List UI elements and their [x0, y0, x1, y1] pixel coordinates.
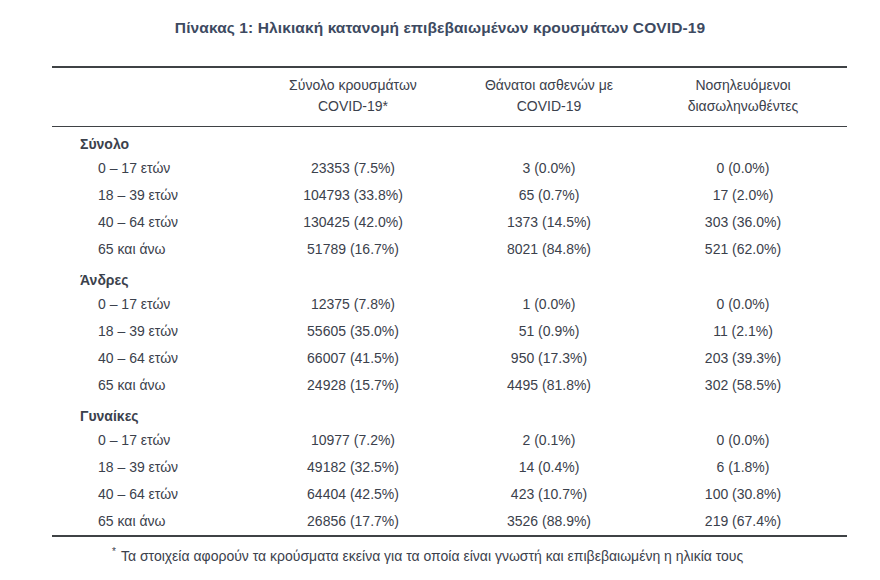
table-row: 65 και άνω 24928 (15.7%) 4495 (81.8%) 30… [52, 372, 847, 399]
covid-age-distribution-table: Σύνολο κρουσμάτων COVID-19* Θάνατοι ασθε… [52, 66, 847, 537]
table-row: 18 – 39 ετών 49182 (32.5%) 14 (0.4%) 6 (… [52, 454, 847, 481]
age-label: 65 και άνω [52, 236, 247, 263]
section-row: Σύνολο [52, 127, 847, 156]
age-label: 40 – 64 ετών [52, 209, 247, 236]
table-row: 0 – 17 ετών 23353 (7.5%) 3 (0.0%) 0 (0.0… [52, 155, 847, 182]
cases-value: 10977 (7.2%) [247, 427, 459, 454]
intubated-value: 0 (0.0%) [639, 155, 847, 182]
column-header-intubated: Νοσηλευόμενοι διασωληνωθέντες [639, 67, 847, 127]
intubated-value: 521 (62.0%) [639, 236, 847, 263]
cases-value: 64404 (42.5%) [247, 481, 459, 508]
table-row: 0 – 17 ετών 10977 (7.2%) 2 (0.1%) 0 (0.0… [52, 427, 847, 454]
deaths-value: 1 (0.0%) [459, 291, 639, 318]
cases-value: 130425 (42.0%) [247, 209, 459, 236]
age-label: 0 – 17 ετών [52, 155, 247, 182]
section-header-women: Γυναίκες [52, 399, 847, 427]
cases-value: 49182 (32.5%) [247, 454, 459, 481]
age-label: 18 – 39 ετών [52, 318, 247, 345]
column-header-deaths: Θάνατοι ασθενών με COVID-19 [459, 67, 639, 127]
table-title: Πίνακας 1: Ηλικιακή κατανομή επιβεβαιωμέ… [0, 17, 880, 39]
cases-value: 26856 (17.7%) [247, 508, 459, 536]
deaths-value: 3 (0.0%) [459, 155, 639, 182]
intubated-value: 203 (39.3%) [639, 345, 847, 372]
table-container: Σύνολο κρουσμάτων COVID-19* Θάνατοι ασθε… [52, 66, 847, 566]
age-label: 0 – 17 ετών [52, 427, 247, 454]
header-row: Σύνολο κρουσμάτων COVID-19* Θάνατοι ασθε… [52, 67, 847, 127]
table-row: 18 – 39 ετών 104793 (33.8%) 65 (0.7%) 17… [52, 182, 847, 209]
table-row: 18 – 39 ετών 55605 (35.0%) 51 (0.9%) 11 … [52, 318, 847, 345]
cases-value: 104793 (33.8%) [247, 182, 459, 209]
section-row: Άνδρες [52, 263, 847, 291]
deaths-value: 3526 (88.9%) [459, 508, 639, 536]
section-row: Γυναίκες [52, 399, 847, 427]
column-header-line: COVID-19 [461, 96, 637, 117]
cases-value: 24928 (15.7%) [247, 372, 459, 399]
column-header-line: Νοσηλευόμενοι [641, 75, 845, 96]
table-row: 65 και άνω 51789 (16.7%) 8021 (84.8%) 52… [52, 236, 847, 263]
empty-header-cell [52, 67, 247, 127]
column-header-line: Θάνατοι ασθενών με [461, 75, 637, 96]
intubated-value: 302 (58.5%) [639, 372, 847, 399]
cases-value: 51789 (16.7%) [247, 236, 459, 263]
intubated-value: 0 (0.0%) [639, 427, 847, 454]
intubated-value: 17 (2.0%) [639, 182, 847, 209]
table-row: 0 – 17 ετών 12375 (7.8%) 1 (0.0%) 0 (0.0… [52, 291, 847, 318]
cases-value: 23353 (7.5%) [247, 155, 459, 182]
intubated-value: 219 (67.4%) [639, 508, 847, 536]
deaths-value: 2 (0.1%) [459, 427, 639, 454]
deaths-value: 8021 (84.8%) [459, 236, 639, 263]
section-header-men: Άνδρες [52, 263, 847, 291]
deaths-value: 4495 (81.8%) [459, 372, 639, 399]
age-label: 65 και άνω [52, 372, 247, 399]
table-row: 65 και άνω 26856 (17.7%) 3526 (88.9%) 21… [52, 508, 847, 536]
column-header-line: COVID-19* [249, 96, 457, 117]
footnote: * Τα στοιχεία αφορούν τα κρούσματα εκείνα… [112, 542, 847, 566]
intubated-value: 0 (0.0%) [639, 291, 847, 318]
age-label: 18 – 39 ετών [52, 454, 247, 481]
table-row: 40 – 64 ετών 130425 (42.0%) 1373 (14.5%)… [52, 209, 847, 236]
age-label: 65 και άνω [52, 508, 247, 536]
deaths-value: 950 (17.3%) [459, 345, 639, 372]
deaths-value: 423 (10.7%) [459, 481, 639, 508]
deaths-value: 65 (0.7%) [459, 182, 639, 209]
section-header-total: Σύνολο [52, 127, 847, 156]
table-row: 40 – 64 ετών 66007 (41.5%) 950 (17.3%) 2… [52, 345, 847, 372]
age-label: 0 – 17 ετών [52, 291, 247, 318]
intubated-value: 100 (30.8%) [639, 481, 847, 508]
deaths-value: 51 (0.9%) [459, 318, 639, 345]
column-header-line: Σύνολο κρουσμάτων [249, 75, 457, 96]
intubated-value: 11 (2.1%) [639, 318, 847, 345]
age-label: 40 – 64 ετών [52, 345, 247, 372]
age-label: 18 – 39 ετών [52, 182, 247, 209]
column-header-cases: Σύνολο κρουσμάτων COVID-19* [247, 67, 459, 127]
footnote-marker: * [112, 546, 116, 557]
intubated-value: 6 (1.8%) [639, 454, 847, 481]
footnote-text: Τα στοιχεία αφορούν τα κρούσματα εκείνα … [121, 548, 743, 564]
cases-value: 66007 (41.5%) [247, 345, 459, 372]
report-page: Πίνακας 1: Ηλικιακή κατανομή επιβεβαιωμέ… [0, 0, 880, 566]
cases-value: 55605 (35.0%) [247, 318, 459, 345]
deaths-value: 14 (0.4%) [459, 454, 639, 481]
column-header-line: διασωληνωθέντες [641, 96, 845, 117]
deaths-value: 1373 (14.5%) [459, 209, 639, 236]
cases-value: 12375 (7.8%) [247, 291, 459, 318]
table-row: 40 – 64 ετών 64404 (42.5%) 423 (10.7%) 1… [52, 481, 847, 508]
intubated-value: 303 (36.0%) [639, 209, 847, 236]
age-label: 40 – 64 ετών [52, 481, 247, 508]
